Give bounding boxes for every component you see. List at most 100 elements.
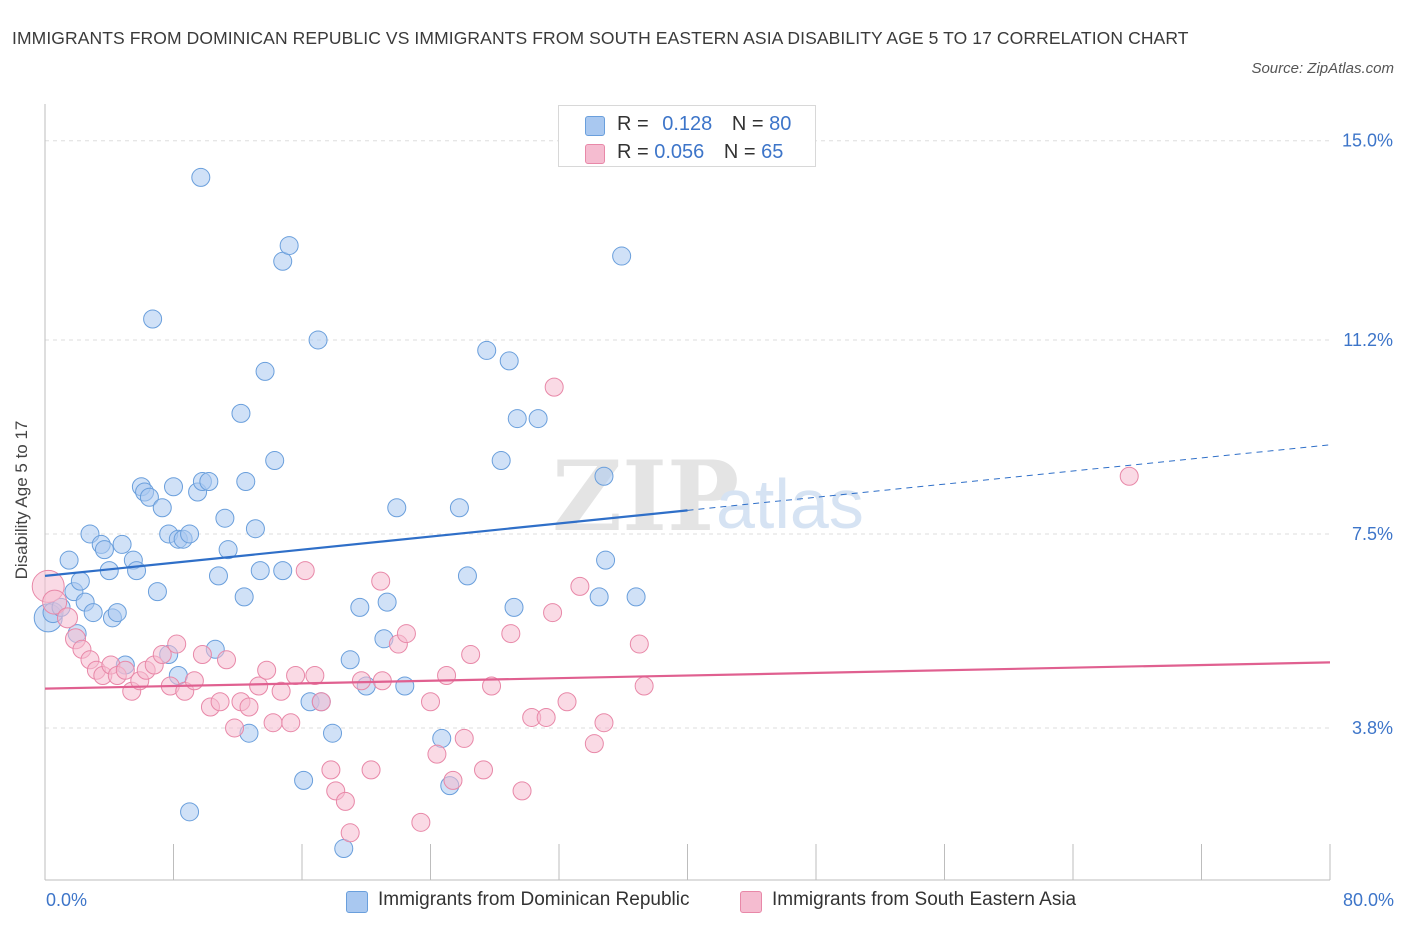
point-s1-2 (56, 607, 78, 629)
point-s0-34 (234, 587, 254, 607)
legend-swatch-dominican (585, 116, 605, 136)
point-s0-37 (265, 451, 285, 471)
point-s1-66 (544, 377, 564, 397)
point-s0-54 (395, 676, 415, 696)
point-s1-55 (501, 624, 521, 644)
point-s0-68 (279, 236, 299, 256)
point-s1-54 (482, 676, 502, 696)
legend-swatch-dominican (346, 891, 368, 913)
y-tick-label-2: 11.2% (1343, 330, 1393, 350)
point-s1-35 (311, 692, 331, 712)
point-s0-55 (387, 498, 407, 518)
watermark-atlas: atlas (716, 465, 864, 543)
point-s0-11 (94, 540, 114, 560)
legend-swatch-sea (585, 144, 605, 164)
x-axis-min-label: 0.0% (46, 890, 88, 910)
y-tick-labels: 3.8% 7.5% 11.2% 15.0% (1342, 131, 1393, 738)
point-s1-40 (351, 671, 371, 691)
trend-line-0 (44, 509, 688, 577)
point-s1-62 (584, 734, 604, 754)
point-s0-38 (273, 561, 293, 581)
y-tick-label-3: 15.0% (1342, 131, 1393, 151)
point-s0-65 (626, 587, 646, 607)
trend-lines (44, 444, 1331, 690)
point-s1-36 (321, 760, 341, 780)
point-s1-10 (115, 660, 135, 680)
r-label: R = (617, 113, 655, 135)
point-s0-75 (507, 409, 527, 429)
point-s0-5 (70, 571, 90, 591)
point-s0-17 (127, 561, 147, 581)
y-axis-label: Disability Age 5 to 17 (2, 350, 42, 650)
n-value: 65 (761, 141, 784, 163)
source-label: Source: ZipAtlas.com (1251, 60, 1394, 77)
x-axis-max-label: 80.0% (1342, 890, 1394, 910)
point-s0-66 (191, 167, 211, 187)
trend-line-1 (44, 661, 1331, 690)
point-s1-50 (443, 770, 463, 790)
point-s0-15 (112, 534, 132, 554)
point-s1-29 (263, 713, 283, 733)
point-s1-65 (634, 676, 654, 696)
point-s1-1 (42, 589, 68, 615)
point-s1-67 (1119, 466, 1139, 486)
point-s0-21 (147, 582, 167, 602)
y-tick-label-1: 7.5% (1352, 524, 1393, 544)
point-s1-19 (184, 671, 204, 691)
points (31, 167, 1139, 859)
point-s1-46 (411, 812, 431, 832)
point-s0-56 (449, 498, 469, 518)
point-s1-31 (281, 713, 301, 733)
point-s0-72 (231, 403, 251, 423)
point-s0-22 (152, 498, 172, 518)
chart-title: IMMIGRANTS FROM DOMINICAN REPUBLIC VS IM… (12, 28, 1189, 48)
point-s1-47 (421, 692, 440, 712)
point-s0-32 (218, 540, 238, 560)
point-s0-14 (107, 603, 127, 623)
point-s1-33 (295, 561, 315, 581)
point-s0-69 (143, 309, 163, 329)
point-s1-58 (536, 707, 556, 727)
point-s1-60 (557, 692, 577, 712)
point-s1-38 (335, 791, 355, 811)
point-s1-24 (225, 718, 245, 738)
point-s0-44 (294, 770, 314, 790)
point-s0-20 (139, 487, 159, 507)
point-s0-70 (308, 330, 328, 350)
n-value: 80 (769, 113, 792, 135)
point-s0-41 (180, 802, 200, 822)
point-s1-51 (454, 728, 474, 748)
point-s0-49 (340, 650, 360, 670)
point-s0-36 (250, 561, 270, 581)
point-s0-62 (594, 466, 614, 486)
point-s0-3 (59, 550, 79, 570)
point-s0-29 (199, 472, 219, 492)
point-s1-23 (217, 650, 237, 670)
point-s1-28 (257, 660, 277, 680)
point-s1-45 (396, 624, 416, 644)
point-s1-49 (437, 666, 457, 686)
point-s0-61 (504, 597, 524, 617)
point-s0-24 (164, 477, 183, 497)
y-axis-label-text: Disability Age 5 to 17 (12, 420, 31, 580)
point-s1-64 (629, 634, 649, 654)
r-value: 0.056 (654, 141, 705, 163)
point-s1-59 (543, 603, 563, 623)
point-s0-35 (245, 519, 265, 539)
point-s0-58 (432, 728, 452, 748)
point-s1-32 (286, 666, 306, 686)
point-s0-47 (323, 723, 343, 743)
point-s0-63 (589, 587, 609, 607)
y-tick-label-0: 3.8% (1352, 718, 1393, 738)
point-s0-33 (236, 472, 256, 492)
n-label: N = (723, 141, 762, 163)
point-s1-41 (361, 760, 381, 780)
point-s1-48 (427, 744, 447, 764)
point-s0-77 (612, 246, 632, 266)
grid (45, 140, 1330, 729)
correlation-legend: R = 0.128 N = 80 R = 0.056 N = 65 (558, 105, 816, 167)
legend-label-dominican: Immigrants from Dominican Republic (378, 889, 690, 910)
point-s1-52 (461, 645, 481, 665)
point-s0-50 (350, 597, 370, 617)
